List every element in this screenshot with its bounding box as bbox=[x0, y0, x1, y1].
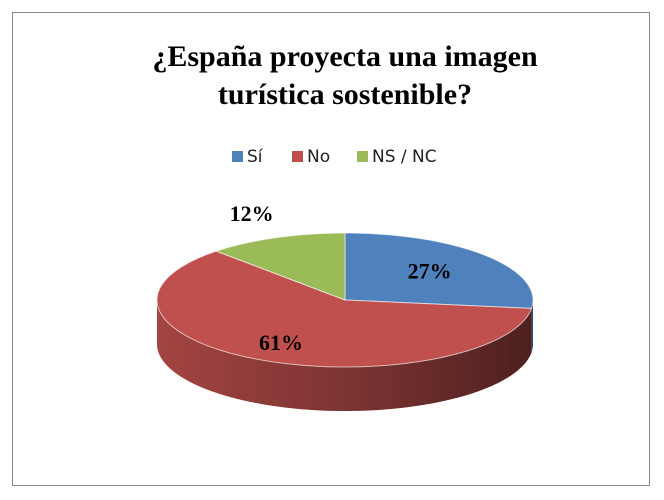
slice bbox=[214, 232, 346, 301]
legend-swatch bbox=[292, 151, 303, 162]
legend-swatch bbox=[232, 151, 243, 162]
legend-swatch bbox=[357, 151, 368, 162]
slice-side-shade bbox=[157, 300, 532, 411]
data-label: 27% bbox=[408, 258, 452, 283]
legend-label: NS / NC bbox=[372, 147, 437, 167]
data-label: 61% bbox=[259, 330, 303, 355]
chart-frame bbox=[12, 12, 650, 486]
legend-label: Sí bbox=[247, 147, 264, 167]
legend-label: No bbox=[307, 147, 330, 167]
slice bbox=[156, 250, 533, 368]
slice-side-shade bbox=[531, 300, 533, 353]
data-label: 12% bbox=[230, 201, 274, 226]
chart-title: ¿España proyecta una imagen turística so… bbox=[152, 40, 538, 111]
slice bbox=[344, 232, 534, 309]
